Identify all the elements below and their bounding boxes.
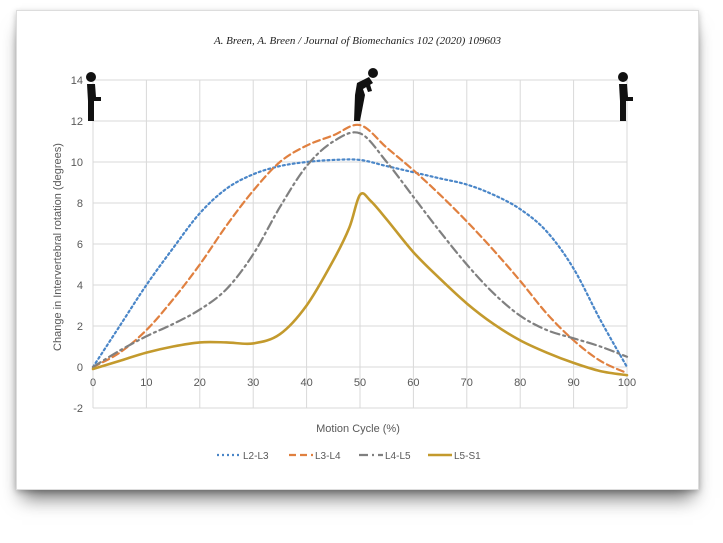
grid-lines bbox=[92, 79, 628, 409]
x-tick-labels: 0 10 20 30 40 50 60 70 80 90 100 bbox=[90, 377, 636, 389]
y-tick-label: 10 bbox=[71, 157, 83, 169]
legend: L2-L3 L3-L4 L4-L5 L5-S1 bbox=[217, 451, 481, 462]
y-axis-title: Change in Intervertebral rotation (degre… bbox=[52, 143, 64, 351]
x-tick-label: 90 bbox=[567, 377, 579, 389]
legend-label: L4-L5 bbox=[385, 451, 411, 462]
x-tick-label: 100 bbox=[618, 377, 636, 389]
citation-header: A. Breen, A. Breen / Journal of Biomecha… bbox=[213, 35, 502, 47]
legend-label: L2-L3 bbox=[243, 451, 269, 462]
line-chart: -2 0 2 4 6 8 10 12 14 0 10 20 30 40 50 60 70 80 90 100 Mot… bbox=[52, 68, 636, 462]
series-line-l5-s1 bbox=[91, 192, 629, 377]
x-tick-label: 60 bbox=[407, 377, 419, 389]
series-line-l2-l3 bbox=[91, 158, 629, 369]
y-tick-label: 0 bbox=[77, 362, 83, 374]
series-lines bbox=[91, 123, 629, 377]
x-tick-label: 40 bbox=[300, 377, 312, 389]
x-axis-title: Motion Cycle (%) bbox=[316, 423, 400, 435]
y-tick-label: 2 bbox=[77, 321, 83, 333]
bending-person-icon bbox=[354, 68, 378, 121]
legend-label: L3-L4 bbox=[315, 451, 341, 462]
x-tick-label: 50 bbox=[354, 377, 366, 389]
y-tick-label: 6 bbox=[77, 239, 83, 251]
y-tick-label: 4 bbox=[77, 280, 83, 292]
y-tick-labels: -2 0 2 4 6 8 10 12 14 bbox=[71, 75, 83, 415]
y-tick-label: 12 bbox=[71, 116, 83, 128]
x-tick-label: 0 bbox=[90, 377, 96, 389]
figure-card: A. Breen, A. Breen / Journal of Biomecha… bbox=[16, 10, 699, 490]
x-tick-label: 10 bbox=[140, 377, 152, 389]
y-tick-label: 14 bbox=[71, 75, 83, 87]
x-tick-label: 80 bbox=[514, 377, 526, 389]
x-tick-label: 30 bbox=[247, 377, 259, 389]
y-tick-label: -2 bbox=[73, 403, 83, 415]
series-line-l3-l4 bbox=[91, 123, 629, 375]
series-line-l4-l5 bbox=[91, 131, 629, 369]
standing-person-icon bbox=[618, 72, 633, 121]
x-tick-label: 20 bbox=[194, 377, 206, 389]
x-tick-label: 70 bbox=[461, 377, 473, 389]
standing-person-icon bbox=[86, 72, 101, 121]
y-tick-label: 8 bbox=[77, 198, 83, 210]
legend-label: L5-S1 bbox=[454, 451, 481, 462]
